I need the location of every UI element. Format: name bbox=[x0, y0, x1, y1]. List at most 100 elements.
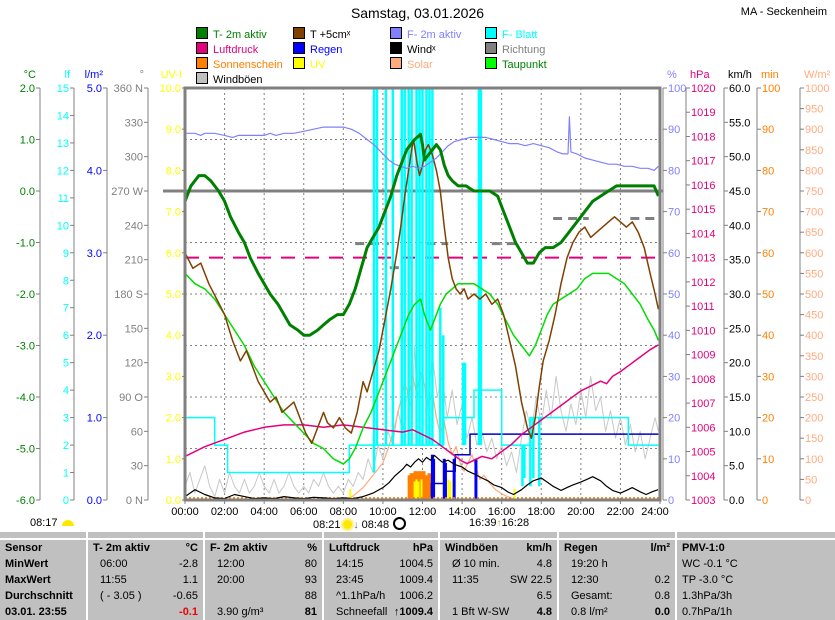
strip-segment bbox=[677, 532, 835, 538]
cell-time: 12:30 bbox=[571, 574, 599, 586]
svg-text:9: 9 bbox=[63, 248, 69, 260]
svg-text:-3.0: -3.0 bbox=[16, 341, 35, 353]
svg-text:20:00: 20:00 bbox=[567, 506, 595, 518]
cell-time: 3.90 g/m³ bbox=[217, 606, 264, 618]
svg-text:15: 15 bbox=[57, 83, 69, 95]
svg-text:1012: 1012 bbox=[691, 277, 715, 289]
cell-time: 20:00 bbox=[217, 574, 245, 586]
cell-value: 0.2 bbox=[654, 574, 670, 586]
svg-text:08:00: 08:00 bbox=[330, 506, 358, 518]
legend-swatch bbox=[196, 42, 208, 54]
cell-value: 88 bbox=[304, 590, 317, 602]
sun-icon bbox=[342, 520, 352, 529]
svg-text:250: 250 bbox=[805, 392, 823, 404]
svg-text:2.0: 2.0 bbox=[166, 413, 181, 425]
cell-time: ^1.1hPa/h bbox=[336, 590, 386, 602]
sunset-group: 16:39↑16:28 bbox=[469, 517, 530, 529]
legend-swatch bbox=[196, 27, 208, 39]
svg-text:50: 50 bbox=[668, 289, 680, 301]
cell-time: ( - 3.05 ) bbox=[100, 590, 142, 602]
svg-text:0.0: 0.0 bbox=[20, 186, 35, 198]
stats-table: Sensor MinWert MaxWert Durchschnitt 03.01. 2… bbox=[0, 540, 835, 620]
svg-text:150: 150 bbox=[805, 433, 823, 445]
legend-label: UV bbox=[310, 59, 326, 71]
table-col-luftdruck: Luftdruck hPa 14:15 1004.5 23:45 1009.4 ^1.1hP… bbox=[324, 540, 438, 620]
svg-text:10: 10 bbox=[762, 454, 774, 466]
cell-value: 93 bbox=[304, 574, 317, 586]
x-axis-labels: 00:00 02:00 04:00 06:00 08:00 10:00 12:00 14:00… bbox=[171, 500, 669, 518]
svg-text:2.0: 2.0 bbox=[87, 330, 102, 342]
legend-item-uv: UV bbox=[293, 57, 325, 71]
svg-text:6.0: 6.0 bbox=[166, 248, 181, 260]
arrow-up-icon: ↑ bbox=[496, 518, 502, 529]
svg-text:15.0: 15.0 bbox=[729, 392, 750, 404]
svg-text:12:00: 12:00 bbox=[409, 506, 437, 518]
svg-text:40.0: 40.0 bbox=[729, 220, 750, 232]
axis-UVI: 10.0 9.0 8.0 7.0 6.0 5.0 4.0 3.0 2.0 1.0 0.0 UV-I bbox=[160, 69, 187, 507]
strip-segment bbox=[559, 532, 675, 538]
series-t-5cm bbox=[185, 138, 660, 445]
svg-text:550: 550 bbox=[805, 268, 823, 280]
svg-text:50.0: 50.0 bbox=[729, 152, 750, 164]
svg-text:0.0: 0.0 bbox=[166, 495, 181, 507]
cell-time: Gesamt: bbox=[571, 590, 613, 602]
strip-segment bbox=[0, 532, 86, 538]
weather-chart-canvas: 2.01.00.0-1.0-2.0-3.0-4.0-5.0-6.0°C15141… bbox=[16, 69, 831, 518]
legend-item-wind-: Windˣ bbox=[390, 42, 436, 56]
svg-text:l/m²: l/m² bbox=[85, 69, 104, 81]
legend-label: Regen bbox=[310, 44, 343, 56]
legend-label: Richtung bbox=[502, 44, 546, 56]
cell-time: 11:35 bbox=[452, 574, 479, 586]
table-col-f-2m-aktiv: F- 2m aktiv% 12:00 80 20:00 93 88 3.90 g/m³ 81 bbox=[205, 540, 322, 620]
col-header: Luftdruck bbox=[329, 542, 380, 554]
svg-text:30.0: 30.0 bbox=[729, 289, 750, 301]
axis-°: 360 N 330 300 270 W 240 210 180 S 150 120 90 O 60 3… bbox=[111, 69, 149, 507]
legend-label: Sonnenschein bbox=[213, 59, 283, 71]
svg-text:-2.0: -2.0 bbox=[16, 289, 35, 301]
svg-text:2.0: 2.0 bbox=[20, 83, 35, 95]
svg-text:25.0: 25.0 bbox=[729, 323, 750, 335]
svg-text:1000: 1000 bbox=[805, 83, 829, 95]
svg-text:%: % bbox=[667, 69, 677, 81]
svg-text:500: 500 bbox=[805, 289, 823, 301]
cell-value: 1.1 bbox=[182, 574, 198, 586]
svg-text:60.0: 60.0 bbox=[729, 83, 750, 95]
cell-value: 0.0 bbox=[654, 606, 670, 618]
row-label: Sensor bbox=[5, 542, 43, 554]
cell-value: 81 bbox=[304, 606, 317, 618]
svg-text:200: 200 bbox=[805, 413, 823, 425]
svg-text:0: 0 bbox=[805, 495, 811, 507]
col-unit: hPa bbox=[412, 542, 433, 554]
svg-text:1004: 1004 bbox=[691, 471, 715, 483]
legend-label: Luftdruck bbox=[213, 44, 259, 56]
legend-label: F- Blatt bbox=[502, 29, 538, 41]
svg-text:1: 1 bbox=[63, 468, 69, 480]
svg-text:06:00: 06:00 bbox=[290, 506, 318, 518]
cell-value: 4.8 bbox=[536, 606, 552, 618]
svg-text:0 N: 0 N bbox=[126, 495, 143, 507]
svg-text:8.0: 8.0 bbox=[166, 165, 181, 177]
legend-swatch bbox=[293, 57, 305, 69]
svg-text:100: 100 bbox=[668, 83, 686, 95]
legend-item-taupunkt: Taupunkt bbox=[485, 57, 547, 71]
svg-text:16:00: 16:00 bbox=[488, 506, 516, 518]
svg-text:30: 30 bbox=[762, 371, 774, 383]
svg-text:18:00: 18:00 bbox=[527, 506, 555, 518]
svg-text:04:00: 04:00 bbox=[250, 506, 278, 518]
legend-swatch bbox=[485, 27, 497, 39]
svg-text:24:00: 24:00 bbox=[641, 506, 669, 518]
svg-text:20.0: 20.0 bbox=[729, 358, 750, 370]
strip-segment bbox=[88, 532, 203, 538]
legend-swatch bbox=[196, 72, 208, 84]
svg-text:100: 100 bbox=[805, 454, 823, 466]
svg-text:0.0: 0.0 bbox=[729, 495, 744, 507]
legend-swatch bbox=[390, 42, 402, 54]
axis-kmh: 60.0 55.0 50.0 45.0 40.0 35.0 30.0 25.0 20.0 15.0… bbox=[723, 69, 752, 507]
svg-text:8: 8 bbox=[63, 275, 69, 287]
svg-text:14:00: 14:00 bbox=[448, 506, 476, 518]
strip-segment bbox=[440, 532, 557, 538]
svg-text:9.0: 9.0 bbox=[166, 124, 181, 136]
legend-item-windb-en: Windböen bbox=[196, 72, 263, 86]
